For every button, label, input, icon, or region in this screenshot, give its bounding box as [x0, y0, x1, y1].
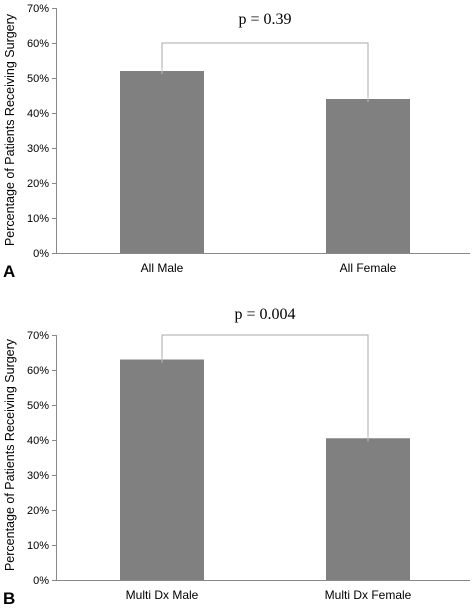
p-value-annotation: p = 0.39	[238, 11, 291, 28]
y-axis-title: Percentage of Patients Receiving Surgery	[3, 338, 17, 571]
category-label: All Female	[340, 261, 397, 275]
bar	[120, 71, 204, 253]
y-tick-label: 70%	[27, 330, 49, 342]
y-tick-label: 60%	[27, 38, 49, 50]
bar	[120, 359, 204, 580]
y-tick-label: 10%	[27, 540, 49, 552]
y-tick-label: 60%	[27, 365, 49, 377]
y-tick-label: 70%	[27, 3, 49, 15]
y-tick-label: 30%	[27, 143, 49, 155]
p-value-annotation: p = 0.004	[234, 306, 295, 323]
significance-bracket	[161, 334, 369, 436]
y-tick-label: 20%	[27, 178, 49, 190]
y-tick-label: 10%	[27, 213, 49, 225]
bar	[326, 99, 410, 253]
panel-label: B	[3, 589, 15, 608]
significance-bracket	[161, 42, 369, 96]
panel-a-chart: 0% 10% 20% 30% 40% 50% 60% 70% Percentage of Pat…	[3, 3, 470, 281]
y-tick-label: 30%	[27, 470, 49, 482]
category-label: All Male	[141, 261, 184, 275]
y-axis-title: Percentage of Patients Receiving Surgery	[3, 13, 17, 246]
y-tick-label: 0%	[33, 248, 49, 260]
category-label: Multi Dx Male	[126, 588, 199, 602]
bar	[326, 438, 410, 580]
panel-b-chart: 0% 10% 20% 30% 40% 50% 60% 70% Percentage of Pat…	[3, 306, 470, 608]
y-tick-label: 50%	[27, 400, 49, 412]
y-tick-label: 40%	[27, 108, 49, 120]
y-tick-label: 0%	[33, 575, 49, 587]
category-label: Multi Dx Female	[325, 588, 412, 602]
y-tick-label: 50%	[27, 73, 49, 85]
y-tick-label: 40%	[27, 435, 49, 447]
y-tick-label: 20%	[27, 505, 49, 517]
panel-label: A	[3, 262, 15, 281]
